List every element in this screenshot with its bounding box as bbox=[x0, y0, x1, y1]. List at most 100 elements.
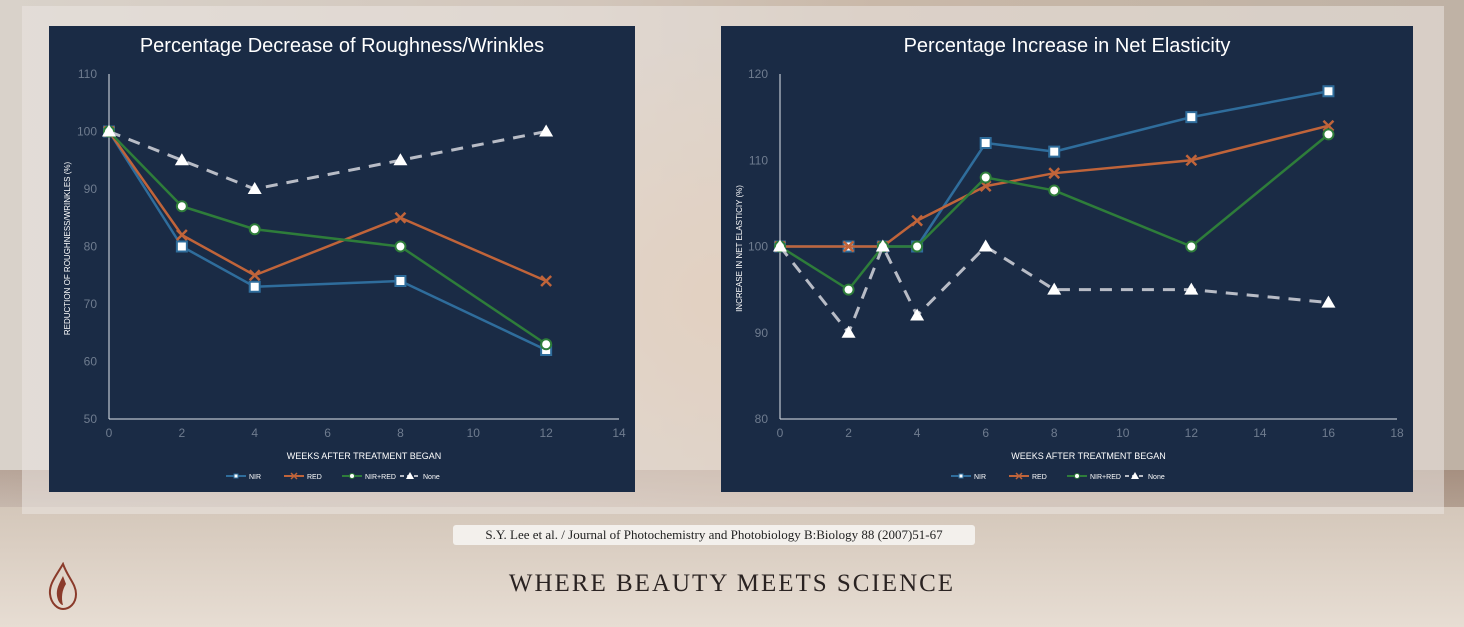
data-point-red bbox=[540, 275, 553, 287]
x-tick-label: 14 bbox=[612, 426, 626, 440]
legend-item-none: None bbox=[400, 472, 440, 481]
flame-drop-logo-icon bbox=[48, 562, 78, 610]
legend-item-none: None bbox=[1125, 472, 1165, 481]
x-axis-label: WEEKS AFTER TREATMENT BEGAN bbox=[287, 451, 442, 461]
x-tick-label: 10 bbox=[467, 426, 481, 440]
legend-marker-red bbox=[1015, 472, 1023, 480]
data-point-red bbox=[911, 214, 923, 227]
citation: S.Y. Lee et al. / Journal of Photochemis… bbox=[453, 525, 975, 545]
legend-label-none: None bbox=[1148, 474, 1165, 481]
data-point-nir bbox=[1048, 145, 1061, 158]
data-point-red bbox=[248, 269, 261, 282]
x-tick-label: 18 bbox=[1390, 426, 1404, 440]
x-tick-label: 0 bbox=[106, 426, 113, 440]
y-tick-label: 60 bbox=[84, 355, 98, 369]
legend-label-red: RED bbox=[307, 474, 322, 481]
y-tick-label: 80 bbox=[755, 412, 769, 426]
legend-item-red: RED bbox=[284, 472, 322, 481]
series-line-none bbox=[778, 245, 1329, 335]
data-point-none bbox=[910, 308, 925, 321]
legend-label-none: None bbox=[423, 474, 440, 481]
x-tick-label: 4 bbox=[914, 426, 921, 440]
chart-roughness-panel: Percentage Decrease of Roughness/Wrinkle… bbox=[49, 26, 635, 492]
data-point-red bbox=[842, 240, 855, 253]
data-point-none bbox=[247, 182, 262, 194]
x-tick-label: 2 bbox=[845, 426, 852, 440]
legend-marker-nir bbox=[233, 473, 239, 479]
series-line-none bbox=[108, 130, 547, 191]
series-line-red bbox=[107, 130, 547, 283]
chart-roughness: Percentage Decrease of Roughness/Wrinkle… bbox=[63, 35, 626, 481]
x-tick-label: 2 bbox=[179, 426, 186, 440]
x-tick-label: 10 bbox=[1116, 426, 1130, 440]
y-tick-label: 110 bbox=[78, 67, 97, 81]
data-point-none bbox=[875, 239, 890, 252]
data-point-none bbox=[174, 153, 189, 166]
data-point-none bbox=[539, 124, 554, 137]
legend-label-nir-red: NIR+RED bbox=[365, 474, 396, 481]
x-tick-label: 12 bbox=[539, 426, 553, 440]
x-tick-label: 4 bbox=[251, 426, 258, 440]
data-point-none bbox=[393, 153, 408, 166]
tagline: WHERE BEAUTY MEETS SCIENCE bbox=[508, 570, 956, 597]
y-tick-label: 100 bbox=[748, 240, 768, 254]
x-tick-label: 12 bbox=[1185, 426, 1199, 440]
data-point-red bbox=[394, 211, 407, 224]
y-tick-label: 110 bbox=[749, 153, 768, 167]
data-point-nir-red bbox=[842, 283, 855, 296]
y-tick-label: 90 bbox=[84, 182, 98, 196]
series-line-nir-red bbox=[108, 130, 547, 346]
chart-elasticity-panel: Percentage Increase in Net Elasticity 80 9… bbox=[721, 26, 1413, 492]
legend-marker-nir-red bbox=[349, 473, 355, 479]
legend-item-nir: NIR bbox=[226, 473, 261, 481]
y-axis-label: REDUCTION OF ROUGHNESS/WRINKLES (%) bbox=[63, 161, 72, 335]
x-tick-label: 8 bbox=[397, 426, 404, 440]
data-point-nir-red bbox=[979, 171, 992, 184]
data-point-nir-red bbox=[911, 240, 924, 253]
x-tick-label: 14 bbox=[1253, 426, 1267, 440]
legend-marker-none bbox=[406, 472, 414, 479]
data-point-nir-red bbox=[394, 240, 407, 253]
series-line-nir bbox=[780, 90, 1329, 248]
data-point-nir bbox=[394, 275, 407, 287]
data-point-nir-red bbox=[248, 223, 261, 236]
data-point-red bbox=[1048, 167, 1061, 180]
legend-item-nir: NIR bbox=[951, 473, 986, 481]
chart-elasticity: Percentage Increase in Net Elasticity809… bbox=[735, 35, 1404, 481]
y-tick-label: 70 bbox=[84, 297, 98, 311]
legend-label-red: RED bbox=[1032, 474, 1047, 481]
data-point-none bbox=[1184, 282, 1199, 295]
data-point-red bbox=[175, 229, 188, 241]
data-point-none bbox=[102, 124, 116, 137]
data-point-nir bbox=[248, 280, 261, 293]
y-tick-label: 80 bbox=[84, 240, 98, 254]
x-tick-label: 8 bbox=[1051, 426, 1058, 440]
x-tick-label: 16 bbox=[1322, 426, 1336, 440]
legend-marker-nir bbox=[958, 473, 964, 479]
chart-title: Percentage Increase in Net Elasticity bbox=[904, 35, 1231, 57]
series-line-nir-red bbox=[779, 133, 1330, 291]
data-point-red bbox=[1185, 154, 1198, 167]
legend-item-nir-red: NIR+RED bbox=[342, 473, 396, 481]
y-tick-label: 100 bbox=[77, 125, 97, 139]
data-point-nir bbox=[1185, 111, 1198, 124]
data-point-nir bbox=[979, 137, 992, 149]
legend-marker-nir-red bbox=[1074, 473, 1080, 479]
data-point-none bbox=[841, 325, 856, 338]
y-tick-label: 50 bbox=[84, 412, 98, 426]
series-line-nir bbox=[107, 130, 547, 352]
legend-label-nir-red: NIR+RED bbox=[1090, 474, 1121, 481]
x-tick-label: 6 bbox=[982, 426, 989, 440]
data-point-nir-red bbox=[175, 200, 188, 213]
legend-marker-red bbox=[290, 472, 298, 480]
x-tick-label: 0 bbox=[777, 426, 784, 440]
y-axis-label: INCREASE IN NET ELASTICIY (%) bbox=[735, 185, 744, 312]
data-point-none bbox=[773, 239, 787, 252]
series-line-red bbox=[780, 124, 1329, 248]
y-tick-label: 120 bbox=[748, 67, 768, 81]
legend-item-nir-red: NIR+RED bbox=[1067, 473, 1121, 481]
legend-label-nir: NIR bbox=[249, 474, 261, 481]
data-point-none bbox=[978, 239, 993, 252]
data-point-none bbox=[1047, 282, 1062, 295]
y-tick-label: 90 bbox=[755, 326, 769, 340]
